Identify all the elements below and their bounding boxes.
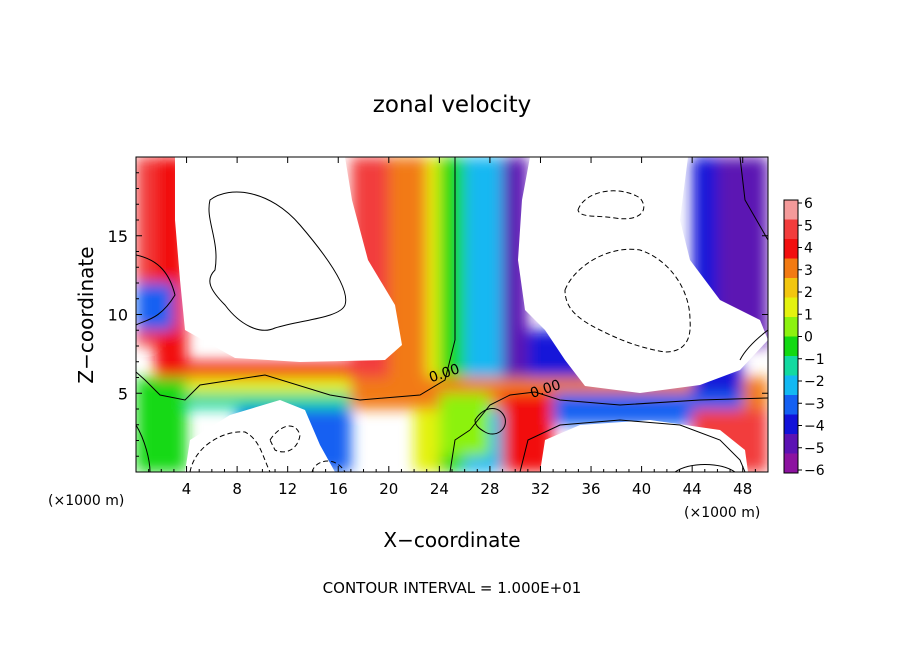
contour-line [449, 429, 471, 472]
no-data-area [540, 420, 748, 472]
colorbar-swatch [784, 278, 798, 298]
x-tick-label: 44 [683, 480, 702, 498]
x-tick-label: 12 [278, 480, 297, 498]
no-data-area [175, 157, 402, 362]
field-patch [136, 377, 187, 472]
x-axis-label: X−coordinate [383, 528, 520, 552]
chart-title: zonal velocity [373, 92, 531, 118]
contour-line [136, 157, 456, 401]
x-unit-right: (×1000 m) [684, 505, 760, 521]
colorbar-swatch [784, 375, 798, 396]
colorbar-swatch [784, 297, 798, 318]
contour-interval-note: CONTOUR INTERVAL = 1.000E+01 [323, 579, 582, 597]
no-data-area [185, 400, 335, 472]
colorbar-label: 2 [804, 285, 813, 301]
colorbar-label: 4 [804, 241, 813, 257]
contour-line [474, 408, 506, 435]
colorbar-swatch [784, 219, 798, 240]
colorbar: 6 5 4 3 2 1 0 −1 −2 −3 −4 −5 −6 [783, 196, 825, 479]
colorbar-label: 0 [804, 330, 813, 346]
field-patch [186, 393, 351, 409]
colorbar-swatch [784, 317, 798, 337]
field-patch [136, 283, 174, 331]
contour-line [469, 391, 768, 431]
colorbar-label: −3 [804, 396, 825, 412]
x-tick-label: 40 [632, 480, 651, 498]
colorbar-label: 5 [804, 218, 813, 234]
x-tick-label: 32 [531, 480, 550, 498]
x-tick-label: 28 [480, 480, 499, 498]
contour-line [519, 419, 746, 472]
contour-line [739, 157, 768, 241]
contour-line-negative [577, 190, 645, 220]
colorbar-label: 1 [804, 307, 813, 323]
velocity-field [136, 157, 768, 472]
colorbar-label: −6 [804, 463, 825, 479]
field-patch [186, 361, 351, 378]
colorbar-swatch [784, 414, 798, 435]
y-tick-label: 15 [108, 227, 128, 246]
x-tick-label: 8 [232, 480, 242, 498]
colorbar-swatch [784, 200, 798, 220]
contour-line [136, 424, 151, 472]
colorbar-swatch [784, 395, 798, 415]
colorbar-label: −1 [804, 352, 825, 368]
colorbar-swatch [784, 239, 798, 259]
field-patch [186, 377, 351, 394]
contour-line [739, 329, 768, 361]
colorbar-swatch [784, 356, 798, 376]
x-tick-label: 36 [581, 480, 600, 498]
contour-line [136, 254, 176, 326]
contour-line-negative [189, 431, 271, 472]
y-tick-label: 10 [108, 306, 128, 325]
colorbar-swatch [784, 258, 798, 279]
colorbar-swatch [784, 434, 798, 454]
x-unit-left: (×1000 m) [48, 493, 124, 509]
no-data-area [518, 157, 768, 393]
field-patch [439, 393, 490, 457]
colorbar-label: 3 [804, 263, 813, 279]
colorbar-label: 6 [804, 196, 813, 212]
colorbar-label: −5 [804, 441, 825, 457]
colorbar-swatch [784, 336, 798, 357]
colorbar-label: −2 [804, 374, 825, 390]
colorbar-label: −4 [804, 419, 825, 435]
y-tick-label: 5 [118, 384, 128, 403]
x-tick-label: 4 [182, 480, 192, 498]
y-axis-label: Z−coordinate [74, 246, 98, 383]
x-tick-label: 24 [430, 480, 449, 498]
contour-line [208, 191, 347, 331]
colorbar-swatch [784, 453, 798, 474]
x-tick-label: 48 [733, 480, 752, 498]
contour-line-negative [564, 248, 691, 353]
x-tick-label: 16 [329, 480, 348, 498]
contour-line-negative [269, 425, 301, 453]
x-tick-label: 20 [379, 480, 398, 498]
